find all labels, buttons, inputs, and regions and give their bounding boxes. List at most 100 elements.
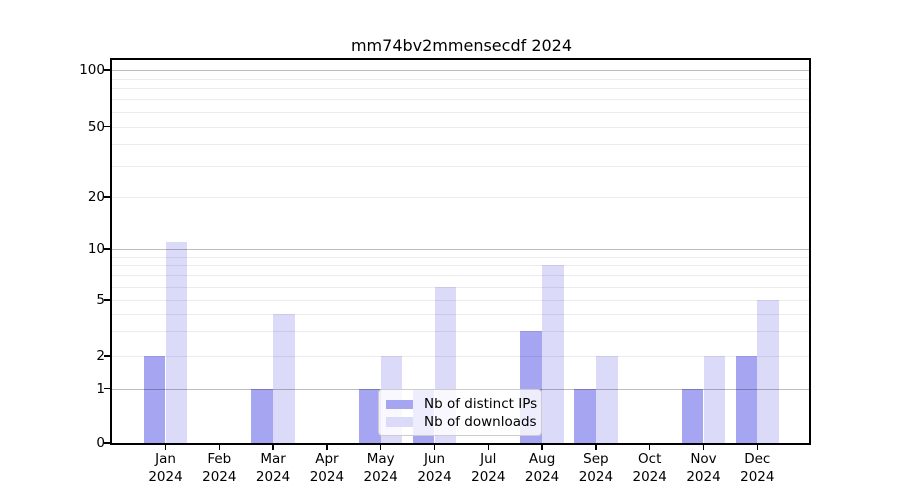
y-tick-label: 0 (96, 435, 105, 451)
y-tick (104, 299, 110, 301)
gridline-minor (112, 78, 809, 80)
x-tick-label-line: 2024 (740, 468, 775, 485)
x-tick-label-line: 2024 (148, 468, 183, 485)
gridline-minor (112, 165, 809, 167)
plot-area: Nb of distinct IPs Nb of downloads (110, 58, 811, 445)
legend-item-nb-of-distinct-ips: Nb of distinct IPs (386, 396, 541, 414)
bar-nb-of-distinct-ips-dec-2024 (735, 356, 758, 443)
x-tick-label-line: Feb (207, 451, 232, 467)
gridline-minor (112, 88, 809, 90)
x-tick (433, 445, 436, 450)
x-tick-label: Sep 2024 (556, 451, 636, 486)
x-tick-label: Dec 2024 (717, 451, 797, 486)
y-tick (104, 125, 110, 128)
x-tick-label: Feb 2024 (179, 451, 259, 486)
x-tick-label-line: Nov (690, 451, 717, 467)
bar-nb-of-distinct-ips-sep-2024 (574, 388, 596, 443)
bar-nb-of-downloads-jan-2024 (165, 241, 188, 443)
x-tick-label-line: Jan (155, 451, 176, 467)
x-tick (164, 445, 167, 450)
bar-nb-of-distinct-ips-mar-2024 (251, 388, 274, 443)
chart-title: mm74bv2mmensecdf 2024 (350, 36, 573, 55)
x-tick-label: Jan 2024 (126, 451, 206, 486)
x-tick-label: Jun 2024 (395, 451, 475, 486)
x-tick-label: Aug 2024 (502, 451, 582, 486)
x-tick-label-line: May (366, 451, 395, 467)
x-tick-label-line: 2024 (524, 468, 560, 485)
bar-nb-of-distinct-ips-jan-2024 (143, 356, 166, 443)
x-tick (487, 445, 490, 450)
x-tick (595, 445, 597, 450)
gridline-minor (112, 197, 809, 198)
y-tick-label: 5 (96, 292, 105, 308)
x-tick (702, 445, 705, 450)
gridline-minor (112, 286, 809, 288)
gridline-minor (112, 126, 809, 128)
legend: Nb of distinct IPs Nb of downloads (378, 388, 542, 436)
x-tick-label-line: Jun (423, 451, 446, 467)
gridline-major (112, 249, 809, 250)
x-tick-label: Jul 2024 (448, 451, 528, 486)
y-tick (104, 387, 110, 390)
x-tick-label-line: 2024 (363, 468, 398, 485)
x-tick-label: May 2024 (341, 451, 421, 486)
y-tick (104, 196, 110, 198)
y-tick-label: 10 (87, 241, 105, 257)
x-tick (218, 445, 221, 450)
x-tick-label: Nov 2024 (664, 451, 744, 486)
y-tick-label: 50 (87, 118, 105, 135)
x-tick-label: Mar 2024 (233, 451, 313, 486)
y-tick (104, 355, 110, 357)
gridline-minor (112, 256, 809, 258)
x-tick-label-line: Dec (744, 451, 771, 467)
plot-inner: Nb of distinct IPs Nb of downloads (112, 60, 809, 443)
y-tick-label: 100 (79, 62, 105, 78)
x-tick-label-line: 2024 (417, 468, 452, 485)
x-tick (326, 445, 328, 450)
bar-nb-of-downloads-nov-2024 (703, 356, 726, 443)
y-tick (104, 69, 110, 71)
gridline-major (112, 70, 809, 71)
x-tick-label-line: 2024 (632, 468, 667, 485)
gridline-minor (112, 356, 809, 357)
x-tick-label-line: Jul (480, 451, 497, 467)
x-tick (541, 445, 543, 450)
x-tick-label-line: Apr (315, 451, 339, 467)
y-tick (104, 442, 110, 444)
gridline-minor (112, 331, 809, 333)
x-tick-label-line: 2024 (202, 468, 237, 485)
gridline-minor (112, 275, 809, 277)
y-tick-label: 20 (87, 189, 105, 205)
legend-item-nb-of-downloads: Nb of downloads (386, 413, 541, 431)
y-tick-label: 1 (96, 380, 105, 397)
bar-nb-of-downloads-aug-2024 (542, 265, 564, 443)
gridline-minor (112, 143, 809, 145)
bar-nb-of-downloads-mar-2024 (273, 313, 295, 443)
bar-nb-of-distinct-ips-may-2024 (358, 388, 381, 443)
gridline-minor (112, 99, 809, 101)
y-tick-label: 2 (96, 348, 105, 364)
x-tick-label: Apr 2024 (287, 451, 367, 486)
x-tick-label-line: Sep (583, 451, 609, 467)
x-tick-label-line: 2024 (686, 468, 721, 485)
y-tick (104, 248, 110, 250)
x-tick-label-line: 2024 (309, 468, 345, 485)
x-tick-label-line: Oct (638, 451, 662, 467)
x-tick-label-line: Aug (528, 451, 556, 467)
gridline-minor (112, 313, 809, 315)
x-tick-label-line: 2024 (471, 468, 506, 485)
gridline-minor (112, 300, 809, 301)
x-tick-label: Oct 2024 (610, 451, 690, 486)
legend-label-nb-of-distinct-ips: Nb of distinct IPs (424, 396, 538, 413)
x-tick-label-line: 2024 (578, 468, 614, 485)
legend-swatch-nb-of-distinct-ips (386, 399, 413, 409)
x-tick (272, 445, 274, 450)
gridline-minor (112, 111, 809, 113)
x-tick-label-line: Mar (260, 451, 286, 467)
x-tick (756, 445, 759, 450)
bar-nb-of-downloads-sep-2024 (595, 356, 618, 443)
legend-label-nb-of-downloads: Nb of downloads (424, 413, 537, 430)
bar-nb-of-distinct-ips-nov-2024 (681, 388, 704, 443)
x-tick (379, 445, 382, 450)
